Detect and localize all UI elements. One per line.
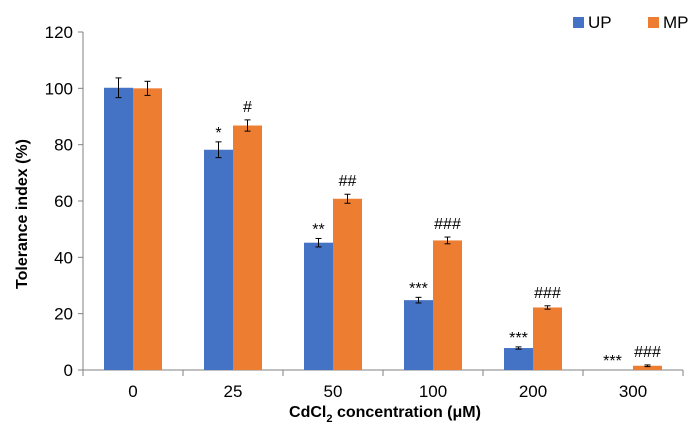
significance-label: ### — [434, 216, 461, 233]
bar-up — [504, 348, 533, 370]
bar-group — [104, 87, 662, 371]
x-tick-label: 100 — [419, 382, 447, 401]
legend: UP MP — [573, 13, 689, 32]
significance-label: # — [243, 99, 252, 116]
y-tick-label: 40 — [54, 248, 73, 267]
axes — [78, 31, 684, 376]
significance-label: ### — [634, 344, 661, 361]
significance-label: ### — [534, 285, 561, 302]
x-tick-label: 25 — [224, 382, 243, 401]
legend-swatch-mp — [648, 17, 659, 28]
bar-up — [304, 242, 333, 370]
error-bar-group — [115, 77, 651, 368]
significance-label: * — [215, 125, 221, 142]
significance-label-group: ************############ — [215, 99, 661, 370]
legend-label-up: UP — [588, 13, 612, 32]
x-tick-label: 50 — [324, 382, 343, 401]
bar-mp — [533, 307, 562, 370]
significance-label: ## — [339, 173, 357, 190]
y-tick-label: 0 — [64, 361, 73, 380]
y-tick-label: 100 — [45, 79, 73, 98]
bar-mp — [633, 365, 662, 370]
bar-up — [104, 87, 133, 371]
bar-up — [404, 300, 433, 370]
bar-mp — [433, 240, 462, 370]
x-tick-label: 0 — [128, 382, 137, 401]
y-tick-label: 120 — [45, 23, 73, 42]
significance-label: *** — [409, 280, 428, 297]
bar-mp — [333, 198, 362, 370]
y-tick-label: 20 — [54, 305, 73, 324]
significance-label: *** — [509, 330, 528, 347]
y-axis-title: Tolerance index (%) — [14, 139, 31, 289]
x-tick-label: 200 — [519, 382, 547, 401]
tick-label-group: 0 20 40 60 80 100 120 0 25 50 100 200 300 — [45, 23, 648, 401]
legend-swatch-up — [573, 17, 584, 28]
y-tick-label: 60 — [54, 192, 73, 211]
bar-up — [204, 149, 233, 370]
bar-mp — [133, 88, 162, 370]
significance-label: ** — [312, 221, 324, 238]
bar-mp — [233, 125, 262, 370]
x-tick-label: 300 — [619, 382, 647, 401]
y-tick-label: 80 — [54, 136, 73, 155]
legend-label-mp: MP — [663, 13, 689, 32]
x-axis-title: CdCl2 concentration (μM) — [289, 404, 481, 425]
significance-label: *** — [603, 353, 622, 370]
